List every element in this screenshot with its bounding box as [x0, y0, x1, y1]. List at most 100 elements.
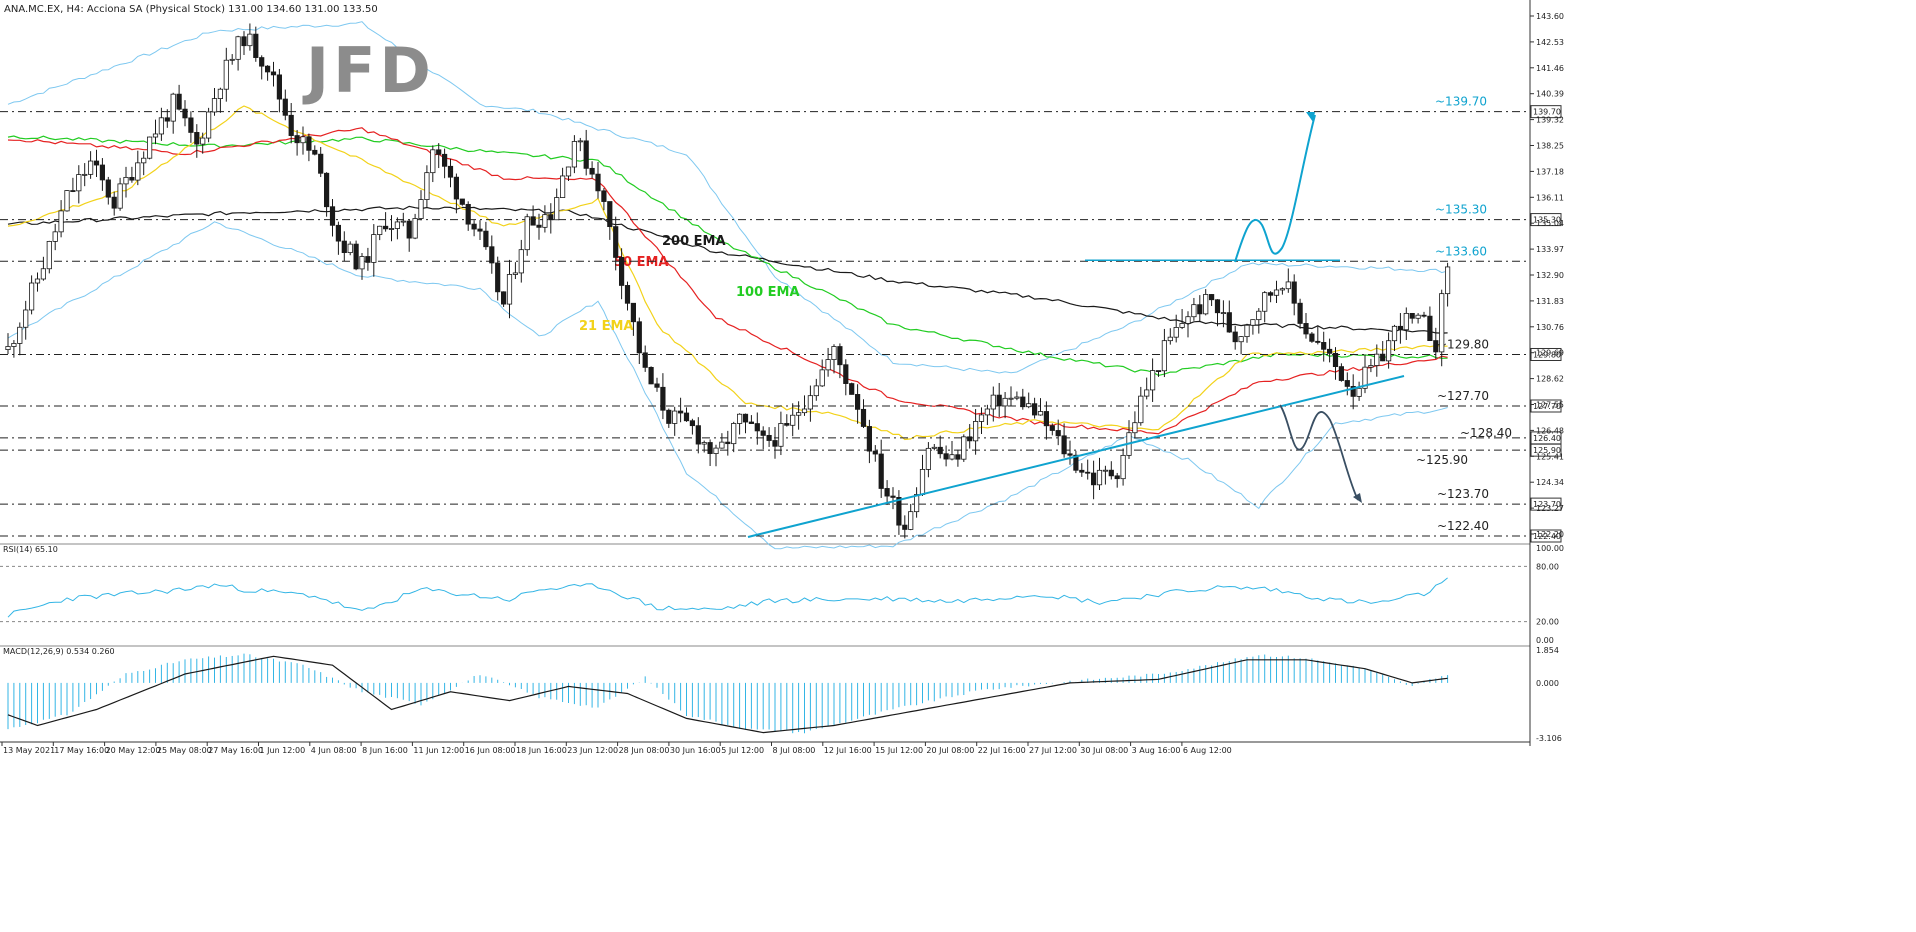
- candle-body: [1344, 380, 1350, 387]
- candle-body: [1120, 454, 1126, 480]
- rsi-tick-label: 0.00: [1536, 636, 1554, 645]
- candle-body: [1079, 469, 1085, 473]
- candle-body: [642, 352, 648, 368]
- price-tick-label: 130.76: [1536, 323, 1564, 332]
- price-tick-label: 132.90: [1536, 271, 1564, 280]
- candle-body: [453, 176, 460, 200]
- candle-body: [624, 285, 631, 304]
- candle-body: [28, 282, 35, 311]
- candle-body: [1321, 342, 1327, 350]
- candle-body: [1197, 304, 1203, 315]
- jfd-watermark-logo: JFD: [306, 34, 435, 107]
- candle-body: [695, 425, 701, 445]
- candle-body: [843, 364, 849, 384]
- candle-body: [111, 196, 117, 209]
- candle-body: [937, 446, 943, 455]
- ema21-label: 21 EMA: [579, 319, 634, 334]
- candle-body: [1397, 325, 1403, 331]
- candle-body: [1114, 475, 1120, 480]
- candle-body: [518, 249, 524, 274]
- candle-body: [595, 173, 601, 192]
- candle-body: [837, 346, 843, 366]
- price-tick-label: 128.62: [1536, 375, 1564, 384]
- time-tick-label: 13 May 2021: [3, 746, 55, 755]
- candle-body: [418, 199, 424, 219]
- candle-body: [1179, 323, 1185, 328]
- candle-body: [1409, 312, 1415, 319]
- candle-body: [1203, 294, 1209, 315]
- level-label: ~127.70: [1437, 389, 1489, 403]
- ema50-line: [7, 127, 1448, 435]
- candle-body: [40, 268, 47, 280]
- candle-body: [866, 426, 873, 452]
- time-tick-label: 22 Jul 16:00: [978, 746, 1026, 755]
- candle-body: [34, 278, 41, 284]
- ema100-line: [7, 135, 1448, 377]
- candle-body: [801, 408, 808, 414]
- candle-body: [371, 234, 377, 263]
- candle-body: [601, 190, 607, 202]
- candle-body: [1315, 340, 1321, 343]
- candle-body: [164, 117, 170, 122]
- candle-body: [943, 453, 949, 460]
- candle-body: [554, 197, 560, 221]
- candle-body: [560, 175, 566, 198]
- candle-body: [577, 140, 583, 143]
- candle-body: [300, 136, 306, 144]
- candle-body: [672, 410, 678, 424]
- candle-body: [465, 203, 471, 225]
- candle-body: [129, 176, 135, 181]
- candle-body: [430, 149, 436, 174]
- candle-body: [52, 231, 58, 242]
- candle-body: [961, 436, 967, 460]
- candle-body: [1150, 370, 1156, 391]
- candle-body: [1268, 292, 1274, 296]
- candle-body: [1220, 312, 1226, 315]
- candle-body: [701, 442, 707, 445]
- candle-body: [1161, 340, 1167, 372]
- level-tag-139.70: 139.70: [1533, 108, 1561, 117]
- candle-body: [412, 218, 418, 239]
- candle-body: [1096, 469, 1103, 486]
- candle-body: [436, 149, 442, 155]
- candle-body: [1273, 289, 1280, 296]
- candle-body: [713, 447, 719, 454]
- time-tick-label: 20 May 12:00: [106, 746, 161, 755]
- candle-body: [1244, 324, 1250, 338]
- candle-body: [441, 153, 448, 167]
- candle-body: [495, 262, 501, 293]
- candle-body: [1043, 411, 1049, 427]
- price-tick-label: 133.97: [1536, 245, 1564, 254]
- candle-body: [648, 366, 654, 385]
- candle-body: [99, 164, 105, 181]
- candle-body: [825, 359, 831, 371]
- candle-body: [188, 117, 194, 133]
- candle-body: [630, 302, 637, 323]
- candle-body: [589, 167, 595, 175]
- candle-body: [347, 243, 353, 254]
- candle-body: [388, 228, 395, 230]
- candle-body: [1285, 281, 1291, 290]
- candle-body: [748, 421, 755, 424]
- candle-body: [1026, 403, 1032, 408]
- candle-body: [1108, 469, 1114, 477]
- axes: 143.60 142.53 141.46 140.39 139.32 138.25 137.…: [1, 12, 1564, 755]
- level-tag-box: [1530, 399, 1562, 413]
- candle-body: [666, 409, 672, 424]
- candle-body: [796, 412, 802, 416]
- candle-body: [394, 221, 401, 229]
- price-tick-label: 135.04: [1536, 219, 1564, 228]
- time-tick-label: 27 Jul 12:00: [1029, 746, 1077, 755]
- price-tick-label: 129.69: [1536, 349, 1564, 358]
- candle-body: [872, 450, 878, 455]
- candle-body: [1032, 403, 1038, 416]
- bollinger-upper-line: [7, 21, 1448, 374]
- time-tick-label: 23 Jun 12:00: [567, 746, 618, 755]
- level-label: ~128.40: [1460, 426, 1512, 440]
- candle-body: [1138, 395, 1144, 424]
- candle-body: [194, 132, 200, 145]
- candle-body: [46, 240, 52, 270]
- time-tick-label: 4 Jun 08:00: [311, 746, 357, 755]
- candle-body: [483, 230, 489, 248]
- level-label: ~123.70: [1437, 487, 1489, 501]
